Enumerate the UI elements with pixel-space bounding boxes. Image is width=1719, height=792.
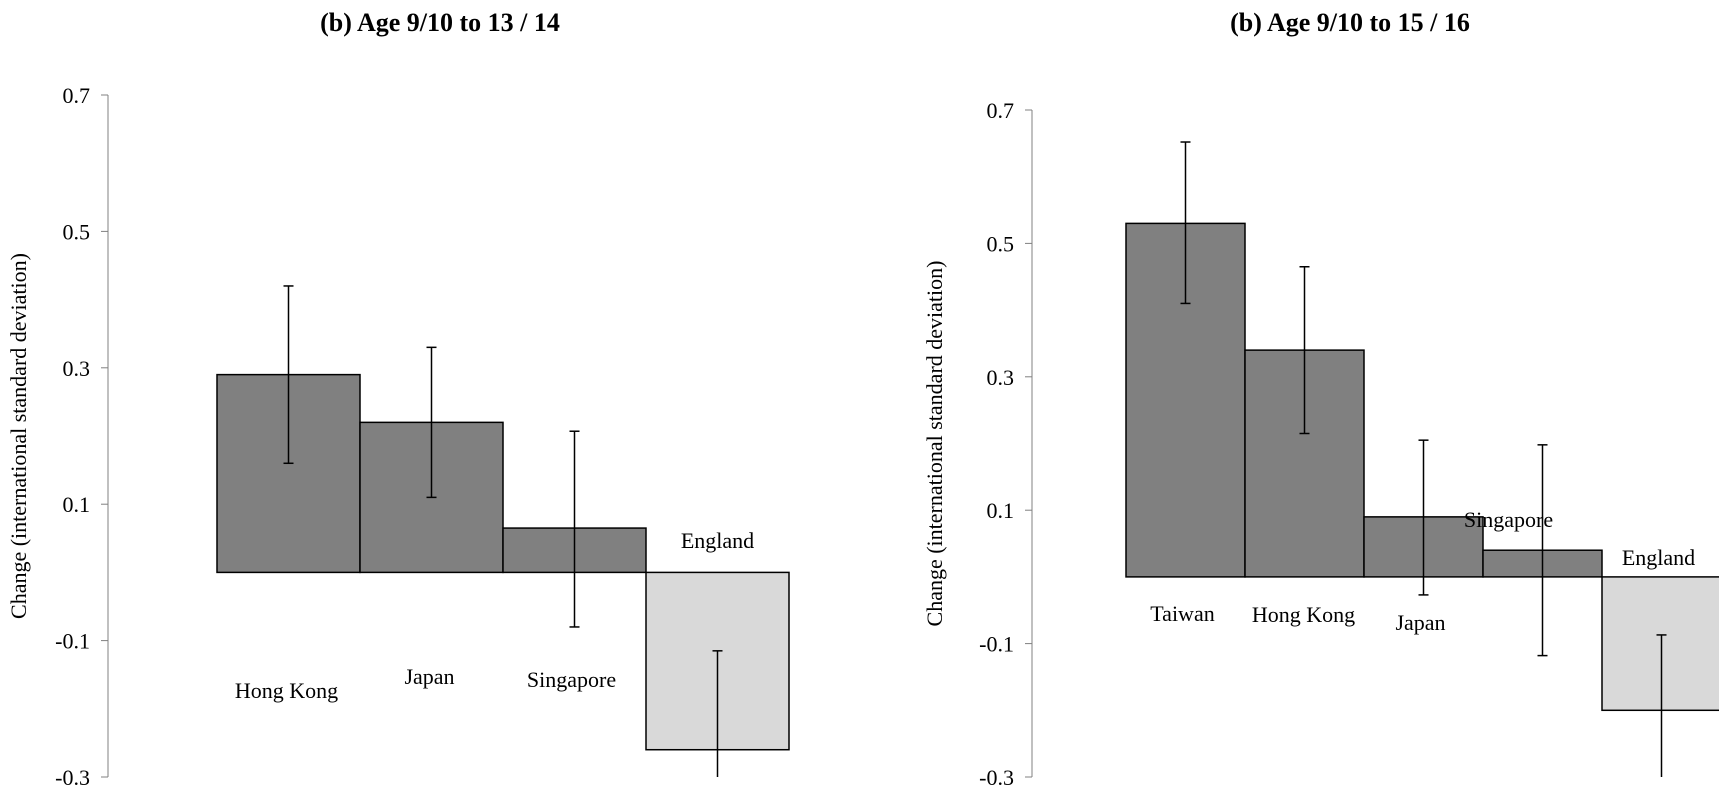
- y-tick-label: 0.3: [987, 365, 1015, 390]
- chart-title: (b) Age 9/10 to 13 / 14: [320, 8, 560, 37]
- chart-plot-area: 0.7 0.5 0.3 0.1 -0.1 -0.3 Change (internationa…: [922, 98, 1719, 790]
- chart-plot-area: 0.7 0.5 0.3 0.1 -0.1 -0.3 Change (internationa…: [6, 83, 790, 790]
- y-tick-label: 0.5: [987, 231, 1015, 256]
- y-tick-label: 0.1: [987, 498, 1015, 523]
- category-label: Singapore: [527, 667, 616, 692]
- category-label: Taiwan: [1150, 601, 1214, 626]
- y-tick-label: -0.3: [979, 765, 1014, 790]
- y-tick-label: 0.7: [987, 98, 1015, 123]
- chart-left: (b) Age 9/10 to 13 / 14 0.7 0.5 0.3 0.1 -0.1…: [6, 8, 790, 790]
- y-axis-label: Change (international standard deviation…: [922, 261, 947, 627]
- y-tick-label: 0.7: [63, 83, 91, 108]
- category-label: Japan: [1395, 610, 1445, 635]
- y-tick-label: -0.3: [55, 765, 90, 790]
- category-label: Singapore: [1464, 507, 1553, 532]
- category-label: England: [1622, 545, 1695, 570]
- bar: [1601, 576, 1719, 712]
- category-label: Japan: [404, 664, 454, 689]
- chart-title: (b) Age 9/10 to 15 / 16: [1230, 8, 1470, 37]
- chart-right: (b) Age 9/10 to 15 / 16 0.7 0.5 0.3 0.1 -0.1…: [860, 0, 1719, 792]
- category-label: England: [681, 528, 754, 553]
- y-tick-label: 0.3: [63, 356, 91, 381]
- y-axis-label: Change (international standard deviation…: [6, 253, 31, 619]
- category-label: Hong Kong: [235, 678, 338, 703]
- y-tick-label: -0.1: [979, 632, 1014, 657]
- y-tick-label: 0.1: [63, 492, 91, 517]
- y-tick-label: 0.5: [63, 219, 91, 244]
- category-label: Hong Kong: [1252, 602, 1355, 627]
- y-tick-label: -0.1: [55, 629, 90, 654]
